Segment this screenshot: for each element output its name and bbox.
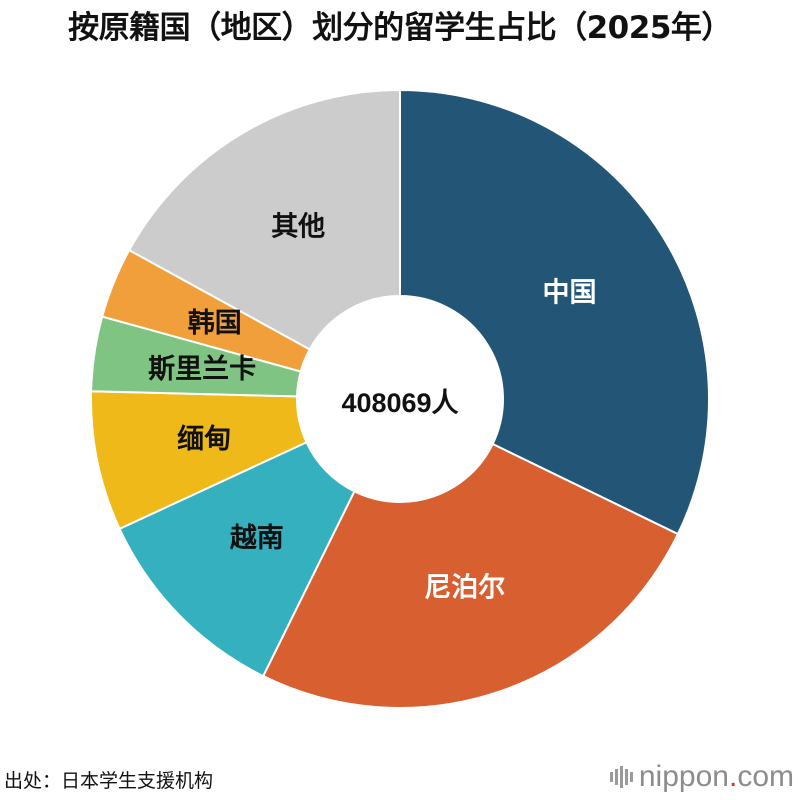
pie-slice-3 (118, 440, 356, 678)
donut-slices (90, 88, 710, 709)
chart-title: 按原籍国（地区）划分的留学生占比（2025年） (68, 10, 732, 46)
pie-slice-7 (127, 88, 401, 351)
brand-dot: . (728, 760, 738, 793)
slice-label-7: 其他 (271, 211, 325, 242)
slice-label-5: 斯里兰卡 (148, 354, 256, 385)
source-note: 出处：日本学生支援机构 (4, 770, 214, 792)
brand-name: nippon (638, 760, 729, 793)
slice-label-3: 越南 (230, 523, 284, 554)
brand-logo: nippon. com (609, 760, 794, 794)
slice-label-6: 韩国 (188, 308, 242, 339)
brand-tld: com (737, 760, 794, 793)
slice-label-1: 中国 (543, 277, 597, 308)
center-total-label: 408069人 (341, 388, 458, 418)
slice-label-4: 缅甸 (177, 424, 231, 455)
pie-slice-2 (261, 442, 680, 709)
pie-slice-1 (399, 88, 710, 536)
brand-bars-icon (609, 766, 633, 788)
slice-label-2: 尼泊尔 (424, 573, 505, 604)
